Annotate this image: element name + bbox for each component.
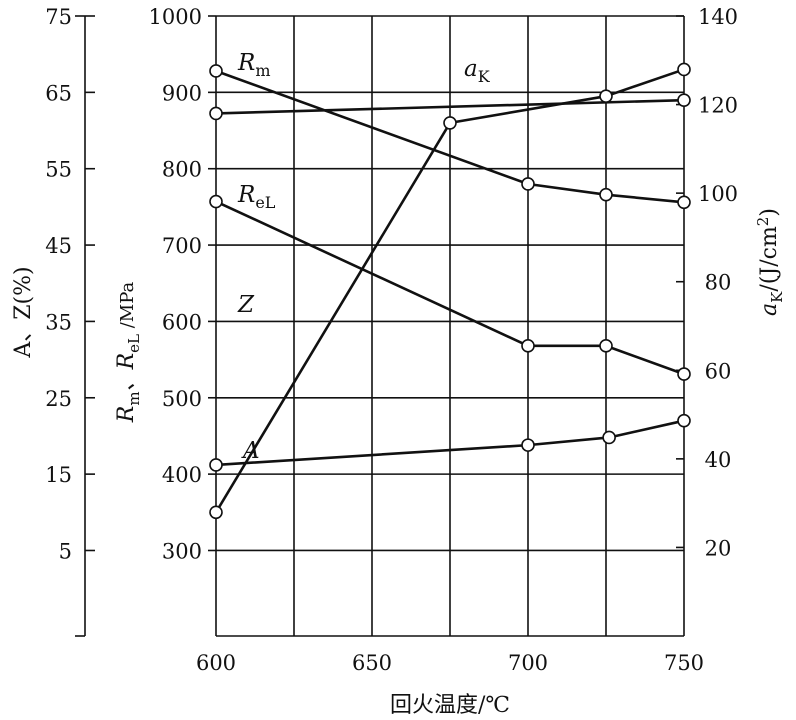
series-label-ak-main: a — [464, 56, 478, 82]
ak-axis-title-sub: K — [768, 291, 786, 303]
series-line-z — [214, 68, 685, 513]
grid — [216, 15, 684, 636]
data-point-a — [209, 458, 223, 472]
ak-tick-label: 100 — [698, 182, 738, 206]
az-tick-label: 75 — [45, 5, 72, 29]
stress-axis-title-sub2: eL — [125, 334, 143, 353]
data-point-z — [599, 89, 613, 103]
az-tick-label: 45 — [45, 234, 72, 258]
outer-left-tick-labels: 5 15 25 35 45 55 65 75 — [45, 5, 72, 563]
stress-tick-label: 400 — [162, 463, 202, 487]
data-point-z — [677, 62, 691, 77]
data-point-rel — [209, 194, 223, 209]
x-tick-label: 750 — [664, 651, 704, 675]
data-point-rm — [677, 195, 691, 210]
data-point-a — [521, 438, 535, 452]
right-tick-labels: 20 40 60 80 100 120 140 — [698, 5, 738, 560]
stress-tick-label: 900 — [162, 81, 202, 105]
series-label-rel-sub: eL — [255, 193, 275, 212]
ak-tick-label: 60 — [705, 359, 732, 383]
ak-tick-label: 140 — [698, 5, 738, 29]
stress-axis-title-sub1: m — [125, 391, 143, 405]
series-label-rel-main: R — [237, 182, 255, 208]
az-axis-title: A、Z(%) — [11, 266, 36, 358]
series-label-z: Z — [237, 292, 255, 318]
ak-axis-title: aK/(J/cm2) — [754, 208, 786, 316]
stress-tick-label: 700 — [162, 234, 202, 258]
ak-tick-label: 20 — [705, 536, 732, 560]
data-point-rel — [521, 339, 535, 353]
az-tick-label: 5 — [59, 539, 72, 563]
stress-tick-label: 600 — [162, 310, 202, 334]
x-tick-label: 600 — [196, 651, 236, 675]
ak-tick-label: 80 — [705, 271, 732, 295]
series-markers — [209, 62, 691, 520]
data-point-rel — [599, 339, 613, 353]
series-line-a — [215, 419, 685, 467]
az-tick-label: 35 — [45, 310, 72, 334]
data-point-z — [209, 505, 223, 520]
series-label-rm: Rm — [237, 50, 271, 80]
ak-axis-title-sup: 2 — [754, 217, 772, 227]
data-point-z — [443, 116, 457, 130]
series-label-rm-main: R — [237, 50, 255, 76]
series-label-a: A — [241, 438, 260, 464]
series-label-ak: aK — [464, 56, 491, 86]
series-label-rel: ReL — [237, 182, 276, 212]
data-point-ak — [209, 106, 223, 121]
data-point-rm — [599, 187, 613, 202]
data-point-rm — [521, 177, 535, 191]
x-axis-title: 回火温度/℃ — [390, 693, 510, 718]
series-line-rm — [215, 69, 685, 204]
data-point-a — [677, 413, 691, 428]
ak-tick-label: 40 — [705, 448, 732, 472]
ak-axis-title-unit: /(J/cm — [757, 226, 782, 292]
x-tick-label: 650 — [352, 651, 392, 675]
stress-axis-title-mid: 、R — [114, 353, 139, 392]
stress-tick-label: 1000 — [149, 5, 202, 29]
inner-left-tick-labels: 300 400 500 600 700 800 900 1000 — [149, 5, 202, 563]
x-tick-label: 700 — [508, 651, 548, 675]
stress-axis-title-main: R — [114, 406, 139, 424]
stress-axis-title-unit: /MPa — [117, 281, 138, 334]
data-point-a — [602, 430, 616, 445]
az-tick-label: 15 — [45, 463, 72, 487]
ak-tick-label: 120 — [698, 94, 738, 118]
ak-axis-title-main: a — [757, 303, 782, 316]
stress-axis-title: Rm、ReL /MPa — [114, 281, 143, 423]
series-label-rm-sub: m — [255, 61, 270, 80]
series-line-rel — [215, 200, 685, 376]
data-point-ak — [677, 93, 691, 107]
data-point-rm — [209, 64, 223, 78]
series-label-ak-sub: K — [478, 67, 491, 86]
stress-tick-label: 500 — [162, 387, 202, 411]
data-point-rel — [677, 367, 691, 381]
az-tick-label: 55 — [45, 158, 72, 182]
az-tick-label: 65 — [45, 81, 72, 105]
ak-axis-title-end: ) — [757, 208, 782, 217]
az-tick-label: 25 — [45, 387, 72, 411]
stress-tick-label: 300 — [162, 539, 202, 563]
stress-tick-label: 800 — [162, 158, 202, 182]
x-tick-labels: 600 650 700 750 — [196, 651, 704, 675]
